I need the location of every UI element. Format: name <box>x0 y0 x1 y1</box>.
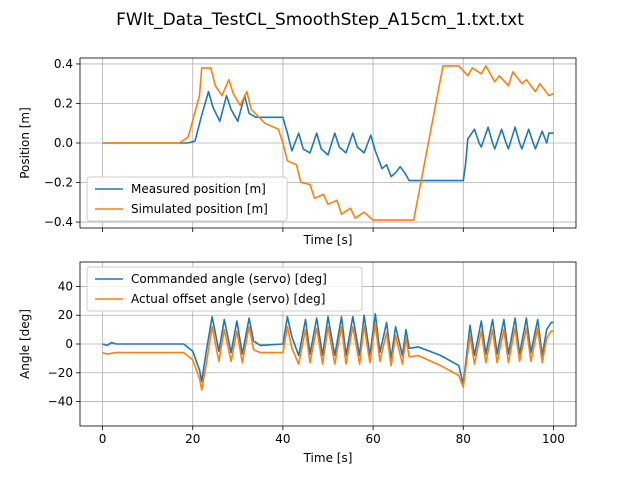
angle-series-1-line <box>102 323 554 391</box>
angle-subplot: 0 20 40 60 80 100 −40 −20 0 20 40 Time [s] Angle [de… <box>18 261 577 465</box>
angle-ytick-label-3: 20 <box>58 308 73 322</box>
angle-series-0-line <box>102 313 554 386</box>
angle-xtick-label-1: 20 <box>185 432 200 446</box>
position-ytick-label-4: 0.4 <box>54 57 73 71</box>
position-ytick-label-1: −0.2 <box>44 176 73 190</box>
position-ytick-label-0: −0.4 <box>44 215 73 229</box>
position-subplot: −0.4 −0.2 0.0 0.2 0.4 Time [s] Position [m] Mea… <box>18 57 577 247</box>
angle-ytick-label-0: −40 <box>48 395 73 409</box>
position-ylabel: Position [m] <box>18 107 32 179</box>
position-ytick-label-3: 0.2 <box>54 96 73 110</box>
angle-ytick-label-1: −20 <box>48 366 73 380</box>
angle-legend-frame <box>86 266 363 312</box>
angle-xtick-label-5: 100 <box>542 432 565 446</box>
angle-xtick-label-4: 80 <box>456 432 471 446</box>
angle-ylabel: Angle [deg] <box>18 309 32 379</box>
angle-legend: Commanded angle (servo) [deg] Actual offs… <box>86 266 363 312</box>
angle-xtick-label-3: 60 <box>365 432 380 446</box>
position-legend-label-0: Measured position [m] <box>131 182 266 196</box>
position-ytick-label-2: 0.0 <box>54 136 73 150</box>
position-xlabel: Time [s] <box>303 233 353 247</box>
angle-ytick-label-4: 40 <box>58 279 73 293</box>
position-legend: Measured position [m] Simulated position … <box>86 176 288 222</box>
angle-xtick-label-0: 0 <box>99 432 107 446</box>
angle-ytick-label-2: 0 <box>65 337 73 351</box>
position-series-1-line <box>102 65 554 221</box>
angle-legend-label-0: Commanded angle (servo) [deg] <box>131 272 327 286</box>
position-legend-label-1: Simulated position [m] <box>131 202 268 216</box>
position-legend-frame <box>86 176 288 222</box>
angle-xlabel: Time [s] <box>303 451 353 465</box>
angle-legend-label-1: Actual offset angle (servo) [deg] <box>131 292 325 306</box>
angle-xtick-label-2: 40 <box>275 432 290 446</box>
position-series-0-line <box>102 90 554 182</box>
figure-title: FWlt_Data_TestCL_SmoothStep_A15cm_1.txt.… <box>116 10 524 30</box>
